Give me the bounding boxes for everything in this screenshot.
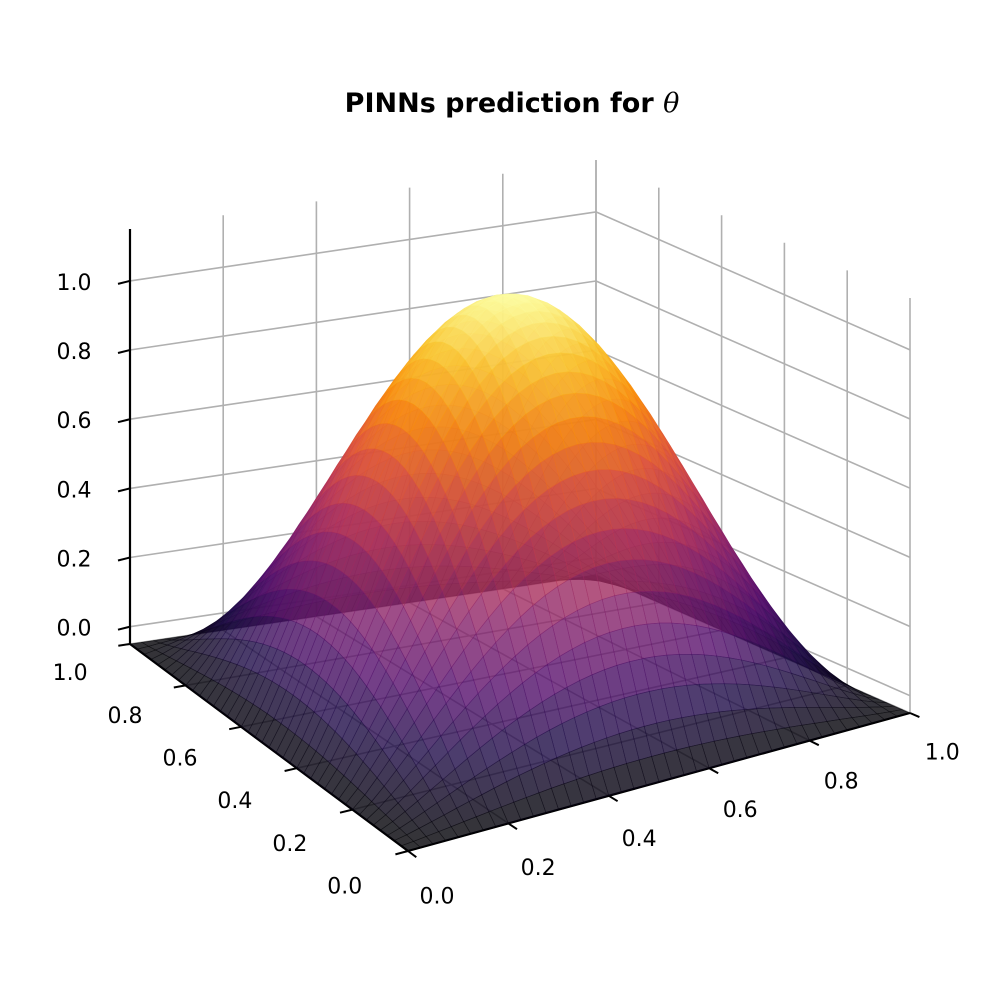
tick-labels: 0.0 0.2 0.4 0.6 0.8 1.0 0.0 0.2 0.4 0.6 0.8 1.0 0.0 0… (53, 271, 960, 910)
x-tick-mark (909, 712, 920, 719)
z-tick-mark (117, 487, 131, 493)
z-tick-label: 0.0 (57, 617, 92, 642)
surface-mesh (129, 293, 911, 852)
x-tick-mark (407, 850, 417, 859)
chart-title-text: PINNs prediction for (345, 88, 655, 119)
z-tick-label: 1.0 (57, 271, 92, 296)
wall-x-grid-horizontal (595, 280, 911, 420)
wall-x-grid-horizontal (595, 211, 911, 351)
wall-y-grid-horizontal (129, 280, 597, 351)
z-tick-label: 0.6 (57, 409, 92, 434)
z-tick-label: 0.8 (57, 340, 92, 365)
surface-patch (400, 840, 422, 852)
z-tick-mark (117, 418, 131, 424)
y-tick-label: 0.0 (327, 874, 362, 899)
x-tick-label: 0.6 (723, 798, 758, 823)
wall-x-grid-horizontal (595, 349, 911, 489)
z-tick-mark (117, 556, 131, 562)
y-tick-mark (284, 767, 298, 772)
y-tick-label: 0.8 (108, 704, 143, 729)
x-tick-mark (507, 822, 518, 831)
z-tick-label: 0.2 (57, 548, 92, 573)
z-tick-mark (117, 625, 131, 631)
y-tick-label: 0.2 (272, 832, 307, 857)
x-tick-mark (608, 794, 619, 803)
x-tick-label: 0.4 (622, 827, 657, 852)
wall-y-grid-horizontal (129, 211, 597, 282)
y-tick-mark (118, 643, 131, 647)
y-tick-mark (173, 684, 186, 689)
x-tick-label: 1.0 (925, 740, 960, 765)
x-tick-label: 0.8 (824, 769, 859, 794)
z-tick-label: 0.4 (57, 478, 92, 503)
x-tick-mark (809, 739, 820, 747)
z-tick-mark (117, 349, 131, 354)
y-tick-mark (395, 850, 409, 856)
y-tick-mark (339, 808, 353, 814)
y-tick-label: 1.0 (53, 661, 88, 686)
z-tick-mark (117, 279, 131, 285)
x-tick-label: 0.2 (521, 856, 556, 881)
x-tick-mark (708, 767, 719, 775)
chart-title: PINNs prediction for θ (345, 88, 680, 119)
y-tick-mark (229, 725, 242, 731)
y-tick-label: 0.6 (163, 747, 198, 772)
chart-title-symbol: θ (663, 88, 679, 119)
x-tick-label: 0.0 (420, 885, 455, 910)
y-tick-label: 0.4 (217, 789, 252, 814)
